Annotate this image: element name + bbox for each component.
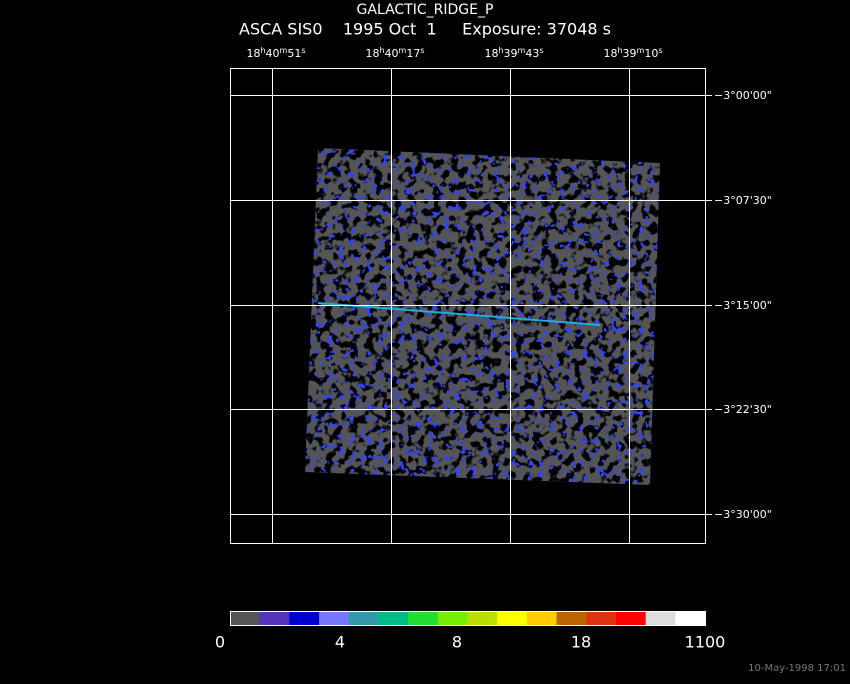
dec-label: −3°07'30": [714, 194, 772, 207]
ra-label: 18h40m17s: [365, 46, 424, 61]
ra-unit: m: [637, 46, 645, 55]
image-noise: [305, 148, 660, 485]
colorbar: 0 4 8 18 1100: [215, 611, 725, 652]
ra-label: 18h40m51s: [246, 46, 305, 61]
ra-label: 18h39m43s: [484, 46, 543, 61]
colorbar-label: 18: [571, 633, 591, 652]
colorbar-segment: [230, 611, 260, 625]
ra-unit: h: [379, 46, 384, 55]
ra-value: 43: [525, 47, 539, 60]
ra-value: 51: [287, 47, 301, 60]
colorbar-label: 4: [335, 633, 345, 652]
colorbar-segment: [319, 611, 350, 625]
colorbar-segment: [586, 611, 617, 625]
dec-labels: −3°00'00" −3°07'30" −3°15'00" −3°22'30" −3°3…: [714, 89, 772, 521]
dec-label: −3°15'00": [714, 299, 772, 312]
ra-unit: h: [498, 46, 503, 55]
colorbar-segment: [408, 611, 439, 625]
ra-unit: m: [399, 46, 407, 55]
dec-label: −3°30'00": [714, 508, 772, 521]
ra-unit: m: [280, 46, 288, 55]
colorbar-segment: [259, 611, 290, 625]
title: GALACTIC_RIDGE_P: [357, 2, 494, 18]
subtitle: ASCA SIS0 1995 Oct 1 Exposure: 37048 s: [239, 20, 611, 39]
colorbar-segment: [615, 611, 646, 625]
colorbar-segment: [645, 611, 676, 625]
ra-value: 39: [623, 47, 637, 60]
ra-value: 18: [365, 47, 379, 60]
ra-value: 18: [484, 47, 498, 60]
dec-label: −3°00'00": [714, 89, 772, 102]
ra-unit: s: [539, 46, 543, 55]
ra-unit: s: [658, 46, 662, 55]
ra-value: 39: [504, 47, 518, 60]
colorbar-segment: [526, 611, 557, 625]
ra-unit: h: [617, 46, 622, 55]
grid: [230, 68, 712, 544]
timestamp: 10-May-1998 17:01: [748, 663, 846, 674]
colorbar-segment: [497, 611, 528, 625]
dec-label: −3°22'30": [714, 403, 772, 416]
ra-value: 17: [406, 47, 420, 60]
colorbar-label: 0: [215, 633, 225, 652]
colorbar-segment: [675, 611, 706, 625]
colorbar-segment: [348, 611, 379, 625]
colorbar-segment: [437, 611, 468, 625]
ra-value: 18: [603, 47, 617, 60]
ra-value: 40: [385, 47, 399, 60]
colorbar-frame: [230, 611, 706, 626]
colorbar-segment: [467, 611, 498, 625]
ra-labels: 18h40m51s 18h40m17s 18h39m43s 18h39m10s: [246, 46, 662, 61]
ra-value: 40: [266, 47, 280, 60]
ra-unit: h: [260, 46, 265, 55]
colorbar-segment: [556, 611, 587, 625]
ra-unit: s: [301, 46, 305, 55]
ra-value: 10: [644, 47, 658, 60]
ra-value: 18: [246, 47, 260, 60]
ra-unit: m: [518, 46, 526, 55]
ra-unit: s: [420, 46, 424, 55]
colorbar-label: 1100: [685, 633, 726, 652]
colorbar-label: 8: [452, 633, 462, 652]
colorbar-segment: [378, 611, 409, 625]
streak: [317, 302, 601, 326]
ra-label: 18h39m10s: [603, 46, 662, 61]
exposure-image: [305, 148, 660, 485]
colorbar-segment: [289, 611, 320, 625]
